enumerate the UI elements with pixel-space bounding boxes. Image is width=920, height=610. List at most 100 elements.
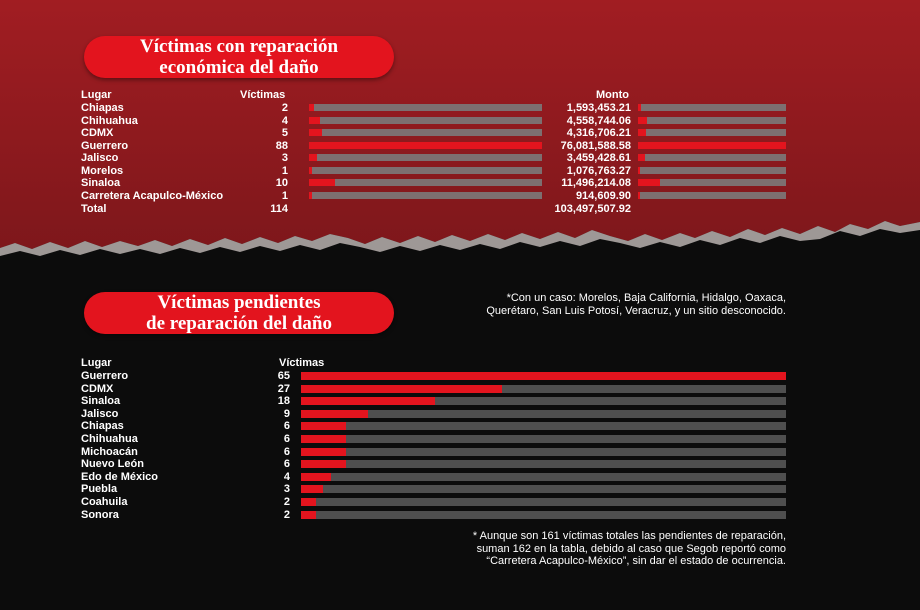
section2-victims-bar-track bbox=[301, 435, 786, 443]
section1-title-line1: Víctimas con reparación bbox=[139, 36, 339, 57]
section2-row-victims: 4 bbox=[283, 470, 290, 483]
section1-victims-bar-track bbox=[309, 116, 542, 124]
section2-row-place: Nuevo León bbox=[81, 458, 144, 471]
section1-amount-bar-track bbox=[638, 104, 786, 111]
section1-row-amount: 11,496,214.08 bbox=[561, 177, 631, 189]
section2-victims-bar-track bbox=[301, 472, 786, 481]
section1-victims-bar-track bbox=[309, 141, 542, 149]
section1-amount-bar-track bbox=[638, 129, 786, 136]
section2-row-victims: 6 bbox=[283, 433, 290, 445]
section1-victims-bar-track bbox=[309, 179, 542, 186]
section1-row-victims: 88 bbox=[275, 139, 288, 152]
section1-victims-bar-track bbox=[309, 154, 542, 161]
section2-victims-bar-track bbox=[301, 498, 786, 506]
section1-amount-bar-track bbox=[638, 154, 786, 161]
section2-note-bottom-line1: * Aunque son 161 víctimas totales las pe… bbox=[472, 530, 786, 542]
section1-row-place: Carretera Acapulco-México bbox=[81, 189, 224, 202]
section2-row-victims: 27 bbox=[277, 382, 290, 395]
section1-row-amount: 1,076,763.27 bbox=[566, 164, 631, 177]
section1-row-place: Guerrero bbox=[81, 139, 129, 152]
section1-amount-bar-track bbox=[638, 179, 786, 186]
section1-row-place: Jalisco bbox=[81, 152, 119, 164]
section1-amount-bar-track bbox=[638, 191, 786, 199]
section2-note-top: *Con un caso: Morelos, Baja California, … bbox=[486, 292, 786, 317]
section1-amount-bar-track bbox=[638, 116, 786, 124]
section2-row-place: Jalisco bbox=[81, 407, 119, 420]
section1-row-place: Chiapas bbox=[81, 102, 124, 114]
section1-amount-bar-track bbox=[638, 141, 786, 149]
section2-victims-bar-track bbox=[301, 485, 786, 494]
section2-note-top-line2: Querétaro, San Luis Potosí, Veracruz, y … bbox=[486, 304, 786, 317]
section2-row-victims: 2 bbox=[283, 496, 290, 508]
section1-header-amount: Monto bbox=[596, 89, 629, 101]
section1-victims-bar bbox=[309, 104, 315, 111]
section1-amount-bar-track bbox=[638, 166, 786, 174]
section2-header-place: Lugar bbox=[81, 357, 112, 369]
section1-row-place: CDMX bbox=[81, 127, 114, 139]
section2-row-place: CDMX bbox=[81, 382, 114, 395]
section2-victims-bar bbox=[301, 447, 346, 456]
section2-victims-bar bbox=[301, 372, 786, 380]
section1-victims-bar bbox=[309, 116, 320, 124]
section1-row-victims: 2 bbox=[281, 102, 288, 114]
section2-victims-bar-track bbox=[301, 510, 786, 519]
section1-title-line2: económica del daño bbox=[159, 57, 319, 78]
section1-row-victims: 10 bbox=[275, 177, 288, 189]
section2-row-victims: 2 bbox=[283, 508, 290, 521]
section1-row-place: Sinaloa bbox=[81, 177, 121, 189]
section2-row-place: Sonora bbox=[81, 508, 119, 521]
section1-victims-bar bbox=[309, 141, 542, 149]
section2-row-victims: 6 bbox=[283, 445, 290, 458]
section1-amount-bar bbox=[638, 154, 645, 161]
section2-header-victims: Víctimas bbox=[279, 357, 325, 369]
section1-victims-bar-track bbox=[309, 191, 542, 199]
section2-victims-bar-track bbox=[301, 422, 786, 431]
section1-row-victims: 3 bbox=[281, 152, 288, 164]
section2-victims-bar-track bbox=[301, 384, 786, 393]
section1-amount-bar bbox=[638, 166, 641, 174]
section2-victims-bar bbox=[301, 409, 369, 418]
section1-row-victims: 1 bbox=[281, 189, 288, 202]
section1-victims-bar bbox=[309, 179, 336, 186]
section2-victims-bar-track bbox=[301, 460, 786, 469]
section1-row-amount: 3,459,428.61 bbox=[566, 152, 631, 164]
section1-row-victims: 4 bbox=[281, 114, 288, 127]
section1-row-amount: 76,081,588.58 bbox=[560, 139, 631, 152]
section1-row-amount: 4,558,744.06 bbox=[566, 114, 631, 127]
section1-victims-bar-track bbox=[309, 104, 542, 111]
section1-title-pill: Víctimas con reparación económica del da… bbox=[84, 36, 394, 78]
section2-row-place: Michoacán bbox=[81, 445, 138, 458]
section1-header-place: Lugar bbox=[81, 89, 112, 101]
section2-row-victims: 6 bbox=[283, 420, 290, 433]
section2-row-place: Chihuahua bbox=[81, 433, 138, 445]
section1-header-victims: Víctimas bbox=[240, 89, 286, 101]
section1-amount-bar bbox=[638, 129, 647, 136]
section1-total-victims: 114 bbox=[270, 203, 288, 215]
section1-row-victims: 5 bbox=[281, 127, 288, 139]
section1-victims-bar-track bbox=[309, 129, 542, 136]
section1-row-place: Chihuahua bbox=[81, 114, 138, 127]
section2-row-victims: 6 bbox=[283, 458, 290, 471]
section2-victims-bar-track bbox=[301, 447, 786, 456]
section2-victims-bar-track bbox=[301, 397, 786, 406]
section2-row-place: Chiapas bbox=[81, 420, 124, 433]
section2-victims-bar bbox=[301, 498, 316, 506]
section2-row-victims: 3 bbox=[283, 483, 290, 496]
section2-row-place: Guerrero bbox=[81, 370, 129, 382]
section1-victims-bar bbox=[309, 191, 312, 199]
section1-amount-bar bbox=[638, 116, 647, 124]
section1-total-label: Total bbox=[81, 203, 107, 215]
section2-title-pill: Víctimas pendientes de reparación del da… bbox=[84, 292, 394, 334]
section2-victims-bar bbox=[301, 460, 346, 469]
section2-victims-bar bbox=[301, 422, 346, 431]
section2-victims-bar-track bbox=[301, 372, 786, 380]
section2-victims-bar bbox=[301, 485, 324, 494]
section2-row-place: Coahuila bbox=[81, 496, 128, 508]
section2-note-bottom-line3: “Carretera Acapulco-México”, sin dar el … bbox=[486, 555, 786, 567]
section2-victims-bar-track bbox=[301, 409, 786, 418]
section1-amount-bar bbox=[638, 141, 786, 149]
section1-row-victims: 1 bbox=[281, 164, 288, 177]
section2-victims-bar bbox=[301, 397, 436, 406]
section2-note-bottom: * Aunque son 161 víctimas totales las pe… bbox=[473, 530, 786, 568]
section2-victims-bar bbox=[301, 384, 503, 393]
